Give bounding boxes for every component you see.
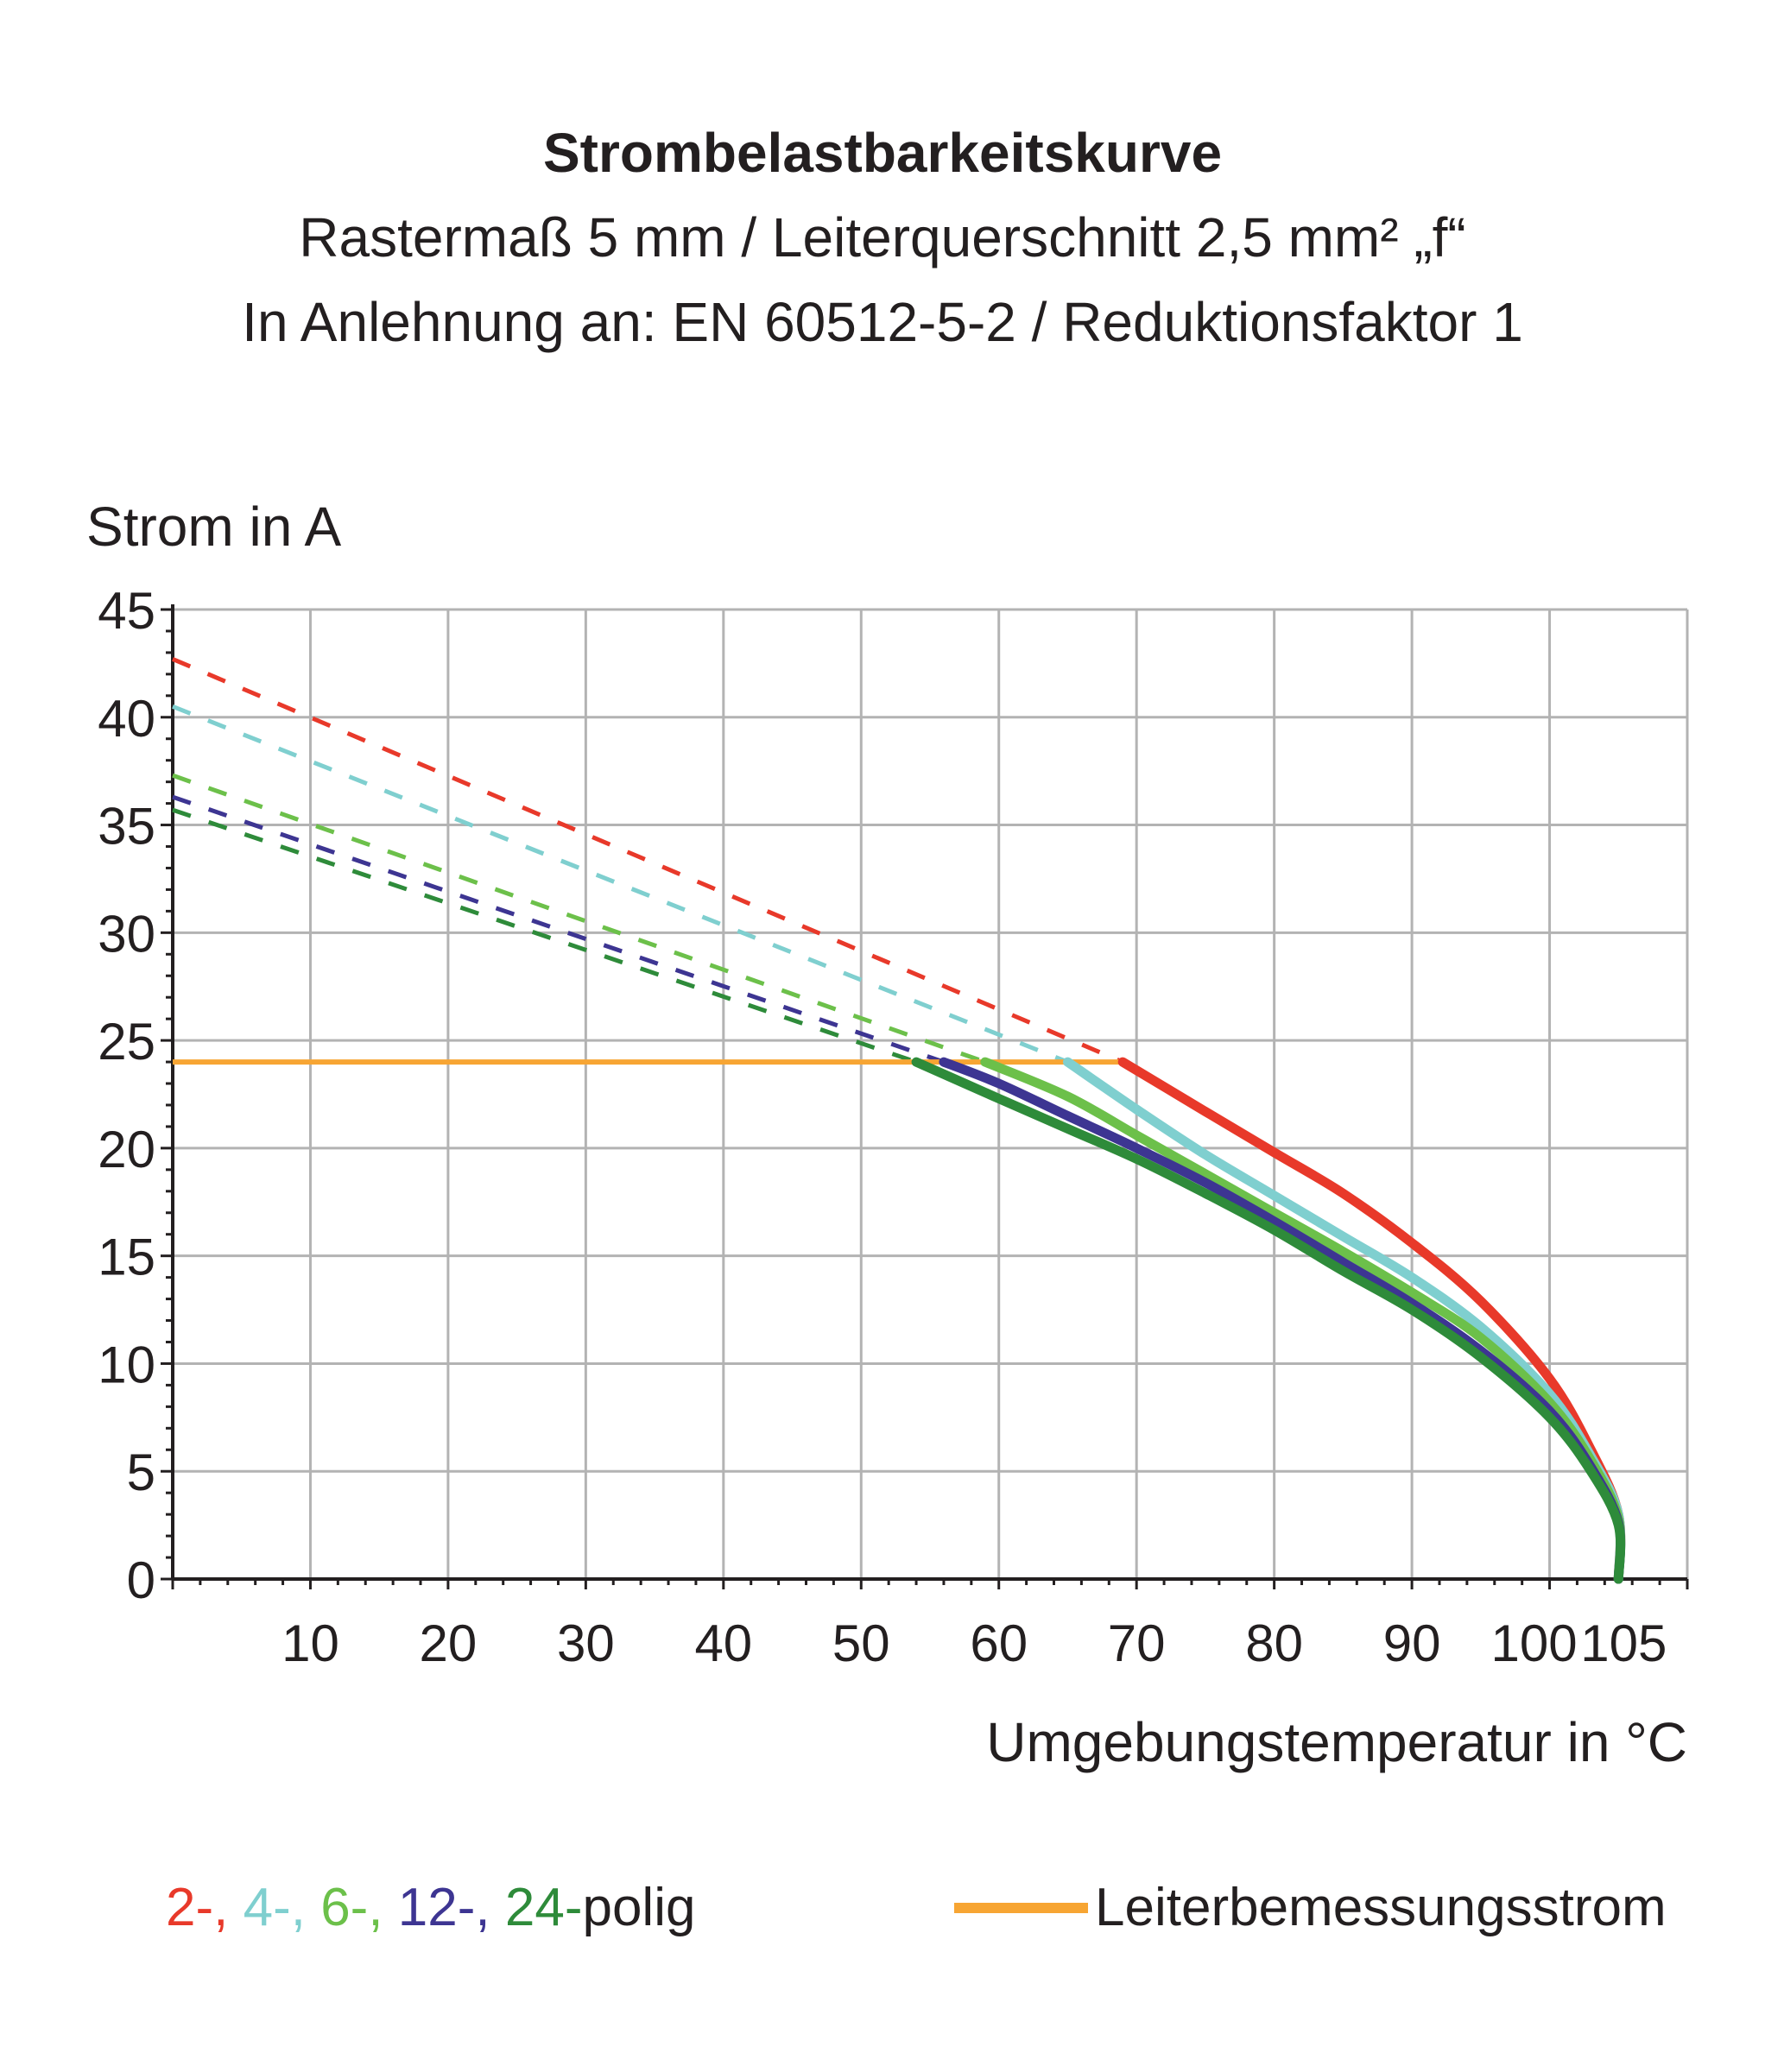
x-tick-label-20: 20 <box>420 1614 478 1672</box>
x-tick-label-10: 10 <box>282 1614 339 1672</box>
x-tick-label-100: 100 <box>1490 1614 1577 1672</box>
legend-poles-suffix: polig <box>582 1878 696 1937</box>
series-12-solid-line <box>939 1057 1626 1584</box>
legend-rated-current-swatch <box>954 1903 1088 1913</box>
x-tick-label-90: 90 <box>1383 1614 1441 1672</box>
x-tick-label-30: 30 <box>557 1614 615 1672</box>
chart-title: Strombelastbarkeitskurve <box>542 122 1223 184</box>
y-tick-label-15: 15 <box>98 1229 155 1286</box>
chart-title-block: Strombelastbarkeitskurve Rastermaß 5 mm … <box>0 111 1765 364</box>
y-tick-label-30: 30 <box>98 905 155 963</box>
x-tick-label-50: 50 <box>832 1614 890 1672</box>
series-2-solid-line <box>1117 1057 1626 1584</box>
y-tick-label-45: 45 <box>98 582 155 640</box>
y-tick-label-20: 20 <box>98 1121 155 1178</box>
x-tick-label-105: 105 <box>1580 1614 1667 1672</box>
x-tick-label-80: 80 <box>1245 1614 1303 1672</box>
y-tick-label-35: 35 <box>98 798 155 856</box>
legend-pole-24: 24- <box>504 1878 583 1937</box>
legend-pole-12: 12-, <box>397 1878 490 1937</box>
series-24-solid-line <box>911 1057 1626 1584</box>
legend-pole-2: 2-, <box>166 1878 229 1937</box>
y-tick-label-40: 40 <box>98 690 155 748</box>
series-12-dashed-line <box>172 794 945 1064</box>
legend-pole-4: 4-, <box>243 1878 306 1937</box>
series-6-solid-line <box>980 1057 1626 1584</box>
chart-subtitle-1: Rastermaß 5 mm / Leiterquerschnitt 2,5 m… <box>299 206 1466 268</box>
series-2-dashed-line <box>172 657 1124 1064</box>
y-tick-label-25: 25 <box>98 1013 155 1071</box>
legend-rated-current-label: Leiterbemessungsstrom <box>1095 1878 1667 1937</box>
y-tick-label-0: 0 <box>127 1551 155 1609</box>
chart-subtitle-2: In Anlehnung an: EN 60512-5-2 / Reduktio… <box>242 291 1523 353</box>
y-tick-label-5: 5 <box>127 1443 155 1501</box>
legend-poles: 2-, 4-, 6-, 12-, 24-polig <box>166 1873 695 1942</box>
x-axis-label: Umgebungstemperatur in °C <box>986 1711 1687 1773</box>
series-24-dashed-line <box>172 807 917 1064</box>
series-6-dashed-line <box>172 773 986 1064</box>
y-tick-label-10: 10 <box>98 1336 155 1393</box>
series-4-dashed-line <box>172 704 1069 1064</box>
x-tick-label-70: 70 <box>1108 1614 1166 1672</box>
x-tick-label-40: 40 <box>694 1614 752 1672</box>
y-axis-label: Strom in A <box>86 496 342 558</box>
legend-pole-6: 6-, <box>320 1878 383 1937</box>
x-tick-label-60: 60 <box>970 1614 1028 1672</box>
legend-rated-current: Leiterbemessungsstrom <box>954 1873 1667 1942</box>
